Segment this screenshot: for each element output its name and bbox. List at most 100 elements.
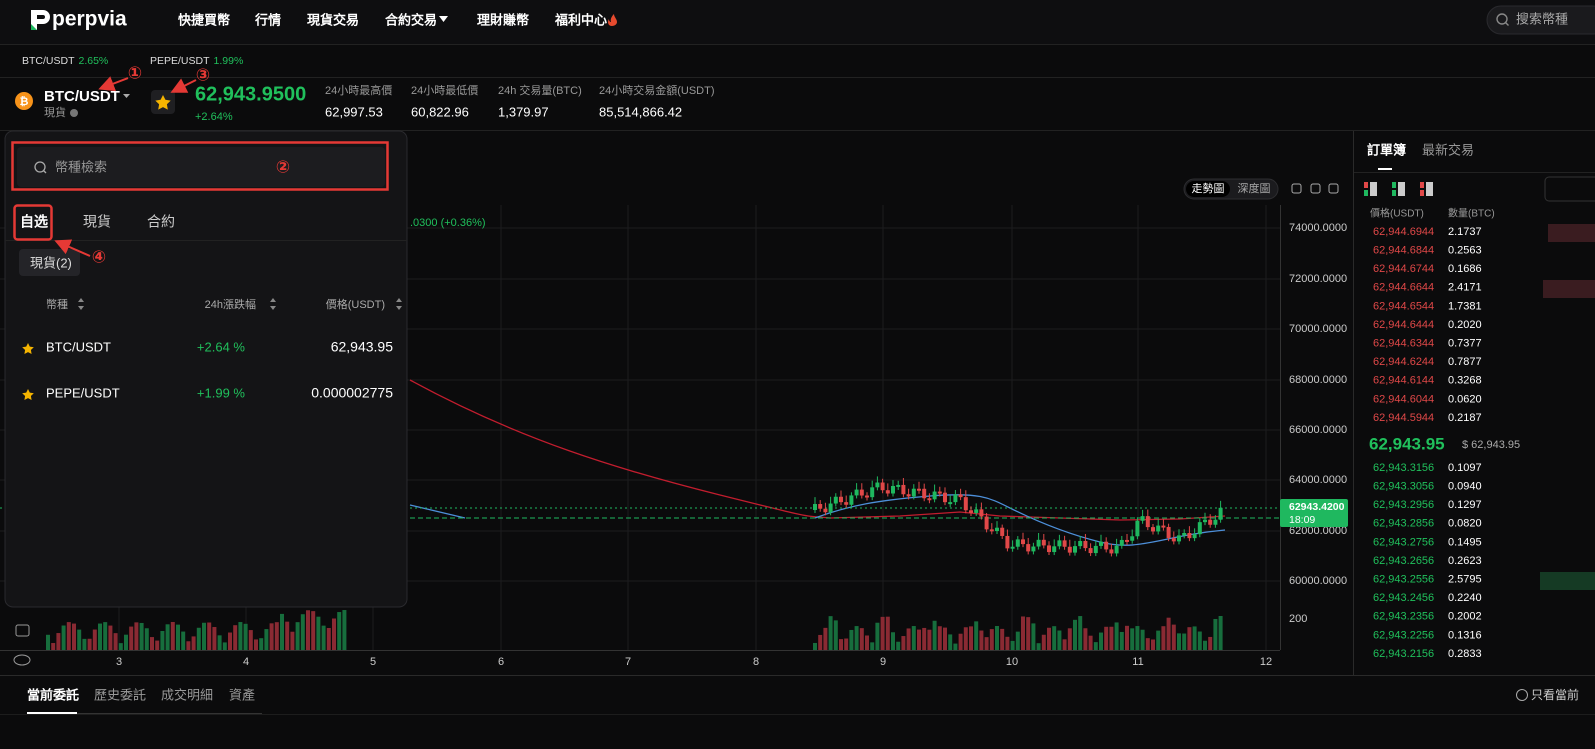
nav-search[interactable] [1486, 5, 1595, 35]
ask-price[interactable]: 62,944.5944 [1373, 412, 1434, 424]
candle-body [1135, 520, 1140, 537]
filter-chip[interactable] [19, 249, 80, 276]
candle-body [870, 487, 875, 498]
bid-price[interactable]: 62,943.2856 [1373, 518, 1434, 530]
column-header[interactable]: 24h漲跌幅 [205, 297, 256, 311]
pair[interactable]: BTC/USDT [44, 88, 120, 105]
selector-tab[interactable]: 合約 [147, 214, 175, 230]
sort-icon [396, 298, 402, 310]
ticker-pair[interactable]: BTC/USDT [22, 55, 75, 67]
ob-tab[interactable]: 訂單簿 [1367, 142, 1406, 157]
tool-icon[interactable] [1328, 183, 1339, 194]
ask-price[interactable]: 62,944.6244 [1373, 356, 1434, 368]
volume-bar [984, 637, 989, 650]
orders-tab[interactable]: 資產 [229, 687, 255, 702]
nav-item[interactable]: 行情 [254, 12, 281, 27]
candle-body [1067, 546, 1072, 553]
volume-bar [1187, 627, 1192, 650]
star-icon[interactable] [22, 389, 34, 400]
bid-amount: 0.1495 [1448, 536, 1482, 548]
bid-price[interactable]: 62,943.2256 [1373, 629, 1434, 641]
column-header[interactable]: 價格(USDT) [326, 297, 385, 311]
nav-item[interactable]: 福利中心 [554, 12, 607, 27]
date-label: 12 [1260, 656, 1272, 668]
volume-bar [1130, 628, 1135, 650]
bid-price[interactable]: 62,943.2956 [1373, 499, 1434, 511]
ask-price[interactable]: 62,944.6044 [1373, 393, 1434, 405]
volume-bar [937, 626, 942, 650]
orders-tab[interactable]: 歷史委託 [94, 687, 146, 702]
volume-bar [1078, 616, 1083, 650]
volume-bar [196, 627, 201, 650]
volume-bar [1135, 626, 1140, 650]
volume-bar [1005, 636, 1010, 650]
ask-price[interactable]: 62,944.6544 [1373, 300, 1434, 312]
nav-item[interactable]: 快捷買幣 [177, 12, 230, 27]
tool-icon[interactable] [1310, 183, 1321, 194]
view-option[interactable]: 走勢圖 [1192, 181, 1225, 195]
nav-items: 快捷買幣 行情 現貨交易 合約交易 理財賺幣 福利中心 [177, 12, 607, 27]
ask-price[interactable]: 62,944.6344 [1373, 338, 1434, 350]
bid-price[interactable]: 62,943.2556 [1373, 574, 1434, 586]
orders-tab[interactable]: 當前委託 [27, 687, 79, 702]
caret[interactable] [123, 94, 130, 98]
star-icon[interactable] [22, 343, 34, 354]
ask-price[interactable]: 62,944.6444 [1373, 319, 1434, 331]
volume-bar [222, 642, 227, 650]
volume-bar [1114, 622, 1119, 650]
bid-amount: 0.1097 [1448, 462, 1482, 474]
orders-tab[interactable]: 成交明細 [161, 687, 213, 702]
volume-bar [1151, 639, 1155, 650]
layout-icon[interactable] [1364, 182, 1368, 188]
volume-bar [155, 640, 160, 650]
candle-body [906, 494, 911, 497]
volume-bar [922, 627, 927, 650]
ask-price[interactable]: 62,944.6944 [1373, 226, 1434, 238]
tool-icon[interactable] [13, 654, 31, 666]
price-axis-label: 62000.0000 [1289, 525, 1347, 537]
candle-body [1041, 539, 1046, 546]
nav-item[interactable]: 現貨交易 [307, 12, 359, 27]
volume-bar [865, 635, 869, 650]
bid-price[interactable]: 62,943.2156 [1373, 648, 1434, 660]
ask-price[interactable]: 62,944.6644 [1373, 282, 1434, 294]
layout-icon[interactable] [1420, 182, 1424, 188]
bid-price[interactable]: 62,943.2356 [1373, 611, 1434, 623]
search-input[interactable] [17, 147, 385, 187]
candle-body [1015, 539, 1020, 547]
bid-price[interactable]: 62,943.2656 [1373, 555, 1434, 567]
filter-label[interactable]: 只看當前 [1531, 687, 1579, 702]
view-option[interactable]: 深度圖 [1238, 181, 1271, 195]
row-price: 62,943.95 [331, 339, 393, 355]
volume-bar [170, 622, 175, 650]
bid-price[interactable]: 62,943.2456 [1373, 592, 1434, 604]
radio[interactable] [1516, 689, 1528, 701]
logo-text[interactable]: perpvia [52, 8, 127, 31]
volume-bar [1218, 616, 1223, 650]
candle-body [979, 509, 984, 517]
nav-item[interactable]: 理財賺幣 [477, 12, 529, 27]
ask-price[interactable]: 62,944.6744 [1373, 263, 1434, 275]
ask-price[interactable]: 62,944.6844 [1373, 245, 1434, 257]
bid-price[interactable]: 62,943.3156 [1373, 462, 1434, 474]
volume-bar [859, 628, 864, 650]
ask-amount: 0.7377 [1448, 338, 1482, 350]
volume-bar [103, 622, 108, 650]
tool-icon[interactable] [1291, 183, 1302, 194]
bid-price[interactable]: 62,943.2756 [1373, 536, 1434, 548]
volume-bar [129, 626, 134, 650]
nav-item[interactable]: 合約交易 [385, 12, 437, 27]
selector-tab[interactable]: 自选 [20, 214, 48, 230]
ask-price[interactable]: 62,944.6144 [1373, 375, 1434, 387]
selector-tab[interactable]: 現貨 [83, 214, 111, 230]
layout-icon[interactable] [1392, 182, 1396, 188]
tool-icon[interactable] [15, 624, 30, 637]
volume-bar [321, 625, 326, 650]
column-header[interactable]: 幣種 [46, 297, 68, 311]
ob-tab[interactable]: 最新交易 [1422, 142, 1474, 157]
ticker-pair[interactable]: PEPE/USDT [150, 55, 210, 67]
bid-amount: 0.0820 [1448, 518, 1482, 530]
precision-select[interactable] [1544, 176, 1595, 202]
candle-body [901, 484, 906, 495]
bid-price[interactable]: 62,943.3056 [1373, 481, 1434, 493]
